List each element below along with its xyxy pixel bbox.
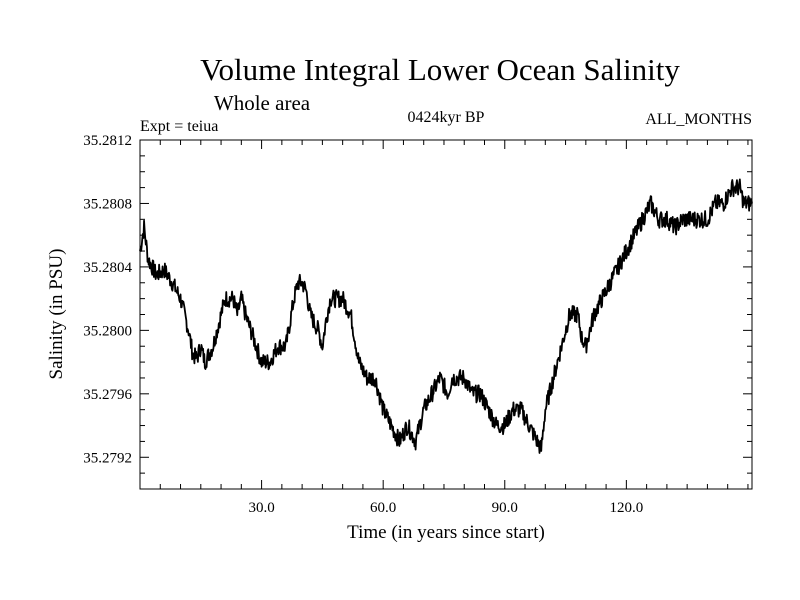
x-tick-label: 30.0 xyxy=(248,500,274,516)
y-tick-label: 35.2800 xyxy=(83,323,132,339)
chart-title: Volume Integral Lower Ocean Salinity xyxy=(200,52,680,87)
y-tick-label: 35.2792 xyxy=(83,450,132,466)
experiment-label: Expt = teiua xyxy=(140,118,218,135)
y-tick-label: 35.2808 xyxy=(83,196,132,212)
chart-subtitle: Whole area xyxy=(214,91,311,115)
tick-labels: 30.0 60.0 90.0 120.0 35.2792 35.2796 35.2800 35… xyxy=(83,133,643,516)
x-axis-label: Time (in years since start) xyxy=(347,522,545,543)
salinity-series-line xyxy=(139,178,753,454)
period-label: 0424kyr BP xyxy=(408,109,485,126)
axis-ticks xyxy=(140,140,752,489)
x-tick-label: 120.0 xyxy=(609,500,643,516)
x-tick-label: 60.0 xyxy=(370,500,396,516)
months-label: ALL_MONTHS xyxy=(645,111,752,128)
y-tick-label: 35.2804 xyxy=(83,260,132,276)
plot-frame xyxy=(139,139,753,490)
y-tick-label: 35.2812 xyxy=(83,133,132,149)
y-axis-label: Salinity (in PSU) xyxy=(46,249,67,380)
x-tick-label: 90.0 xyxy=(492,500,518,516)
y-tick-label: 35.2796 xyxy=(83,387,132,403)
